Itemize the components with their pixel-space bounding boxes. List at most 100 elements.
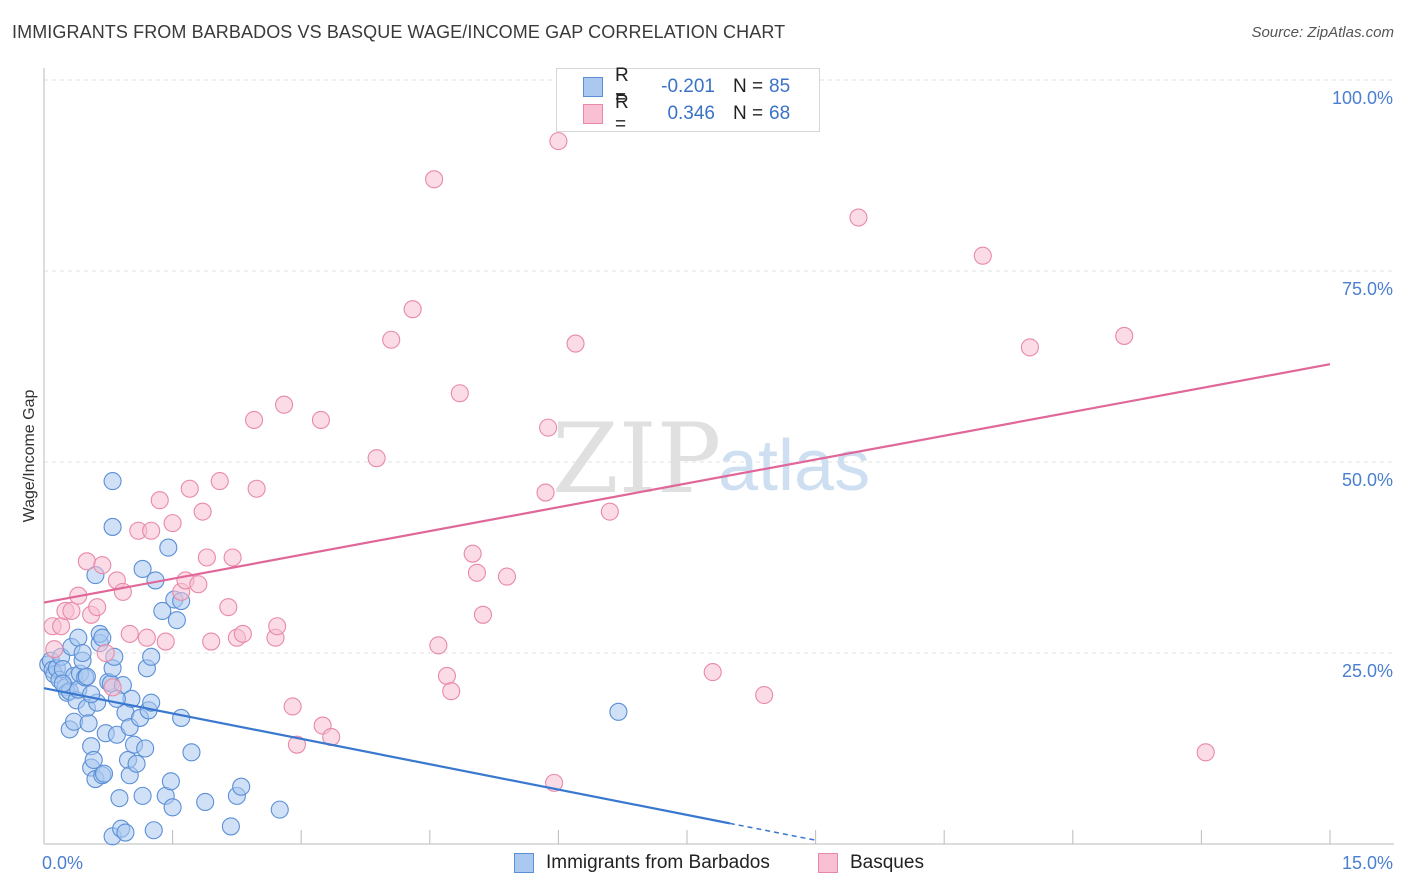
n-label: N = (733, 103, 764, 124)
point-basques (467, 563, 487, 582)
point-barbados (116, 823, 135, 842)
x-axis-ticks (43, 830, 1331, 844)
point-barbados (133, 786, 152, 805)
point-basques (437, 666, 456, 685)
point-basques (311, 410, 330, 430)
n-label: N = (733, 76, 764, 97)
r-value: -0.201 (661, 76, 715, 97)
point-basques (244, 410, 264, 430)
point-basques (536, 483, 555, 502)
point-basques (77, 552, 96, 571)
point-basques (442, 682, 461, 701)
legend-swatch-barbados (583, 77, 603, 97)
legend-row-barbados: R = -0.201 N = 85 (583, 65, 790, 108)
correlation-legend: R = -0.201 N = 85 R = 0.346 N = 68 (556, 65, 820, 135)
point-basques (1196, 743, 1215, 762)
point-barbados (77, 667, 96, 686)
point-basques (1020, 338, 1039, 357)
point-barbados (84, 750, 103, 770)
point-basques (96, 643, 115, 663)
point-basques (52, 617, 71, 636)
point-barbados (79, 714, 98, 733)
point-basques (287, 735, 306, 754)
y-tick-labels: 25.0% 50.0% 75.0% 100.0% (1332, 88, 1393, 681)
point-basques (549, 132, 568, 151)
legend-swatch-basques (818, 853, 838, 873)
y-tick-label: 50.0% (1342, 470, 1393, 490)
point-basques (189, 575, 208, 594)
chart-title: IMMIGRANTS FROM BARBADOS VS BASQUE WAGE/… (12, 22, 786, 42)
point-basques (120, 624, 139, 643)
y-tick-label: 75.0% (1342, 279, 1393, 299)
point-barbados (136, 739, 155, 758)
point-basques (425, 170, 444, 189)
r-value: 0.346 (667, 103, 715, 124)
axes (43, 68, 1394, 845)
watermark-zip: ZIP (552, 403, 721, 515)
trend-line-barbados (43, 687, 731, 825)
point-basques (197, 548, 216, 567)
n-value: 68 (769, 103, 791, 124)
point-basques (62, 601, 81, 621)
point-barbados (182, 743, 201, 762)
point-barbados (93, 628, 112, 647)
legend-label-basques: Basques (850, 852, 924, 873)
point-basques (755, 685, 774, 705)
point-barbados (163, 798, 182, 817)
point-basques (193, 502, 212, 521)
point-barbados (142, 647, 161, 666)
series-legend: Immigrants from Barbados Basques (0, 852, 1406, 876)
point-barbados (110, 789, 129, 808)
point-basques (283, 697, 302, 716)
point-basques (137, 628, 156, 647)
point-basques (233, 624, 252, 643)
point-basques (45, 640, 64, 659)
legend-swatch-barbados (514, 853, 534, 873)
y-tick-label: 100.0% (1332, 88, 1393, 108)
legend-item-barbados: Immigrants from Barbados (514, 852, 770, 874)
trend-line-basques (43, 363, 1331, 604)
x-tick-label: 0.0% (42, 853, 83, 873)
point-basques (275, 395, 294, 414)
x-tick-label: 15.0% (1342, 853, 1393, 873)
point-basques (142, 521, 161, 540)
point-basques (88, 598, 107, 617)
point-basques (703, 663, 722, 682)
grid-lines (44, 79, 1394, 654)
point-basques (93, 556, 112, 575)
point-basques (463, 544, 482, 563)
legend-swatch-basques (583, 104, 603, 124)
point-barbados (127, 754, 146, 773)
point-basques (566, 334, 585, 353)
trend-lines (43, 363, 1331, 841)
r-label: R = (615, 92, 629, 135)
point-barbados (196, 792, 215, 812)
point-barbados (159, 538, 178, 557)
point-basques (450, 384, 469, 403)
point-barbados (103, 517, 122, 536)
point-basques (180, 479, 199, 498)
point-basques (219, 598, 238, 617)
point-basques (103, 678, 122, 697)
point-basques (382, 330, 401, 349)
point-barbados (144, 821, 163, 840)
point-basques (268, 617, 287, 636)
point-barbados (270, 800, 289, 819)
point-basques (156, 632, 175, 651)
point-basques (497, 567, 517, 586)
point-barbados (103, 472, 122, 491)
legend-label-barbados: Immigrants from Barbados (546, 852, 770, 873)
data-points (39, 132, 1215, 846)
point-basques (473, 605, 493, 624)
point-barbados (153, 601, 172, 621)
point-barbados (133, 559, 152, 579)
point-basques (429, 636, 448, 655)
point-barbados (94, 764, 114, 783)
point-basques (403, 300, 422, 319)
point-barbados (69, 628, 88, 647)
point-barbados (172, 708, 191, 727)
legend-row-basques: R = 0.346 N = 68 (583, 92, 791, 135)
r-label: R = (615, 65, 629, 108)
y-tick-label: 25.0% (1342, 661, 1393, 681)
